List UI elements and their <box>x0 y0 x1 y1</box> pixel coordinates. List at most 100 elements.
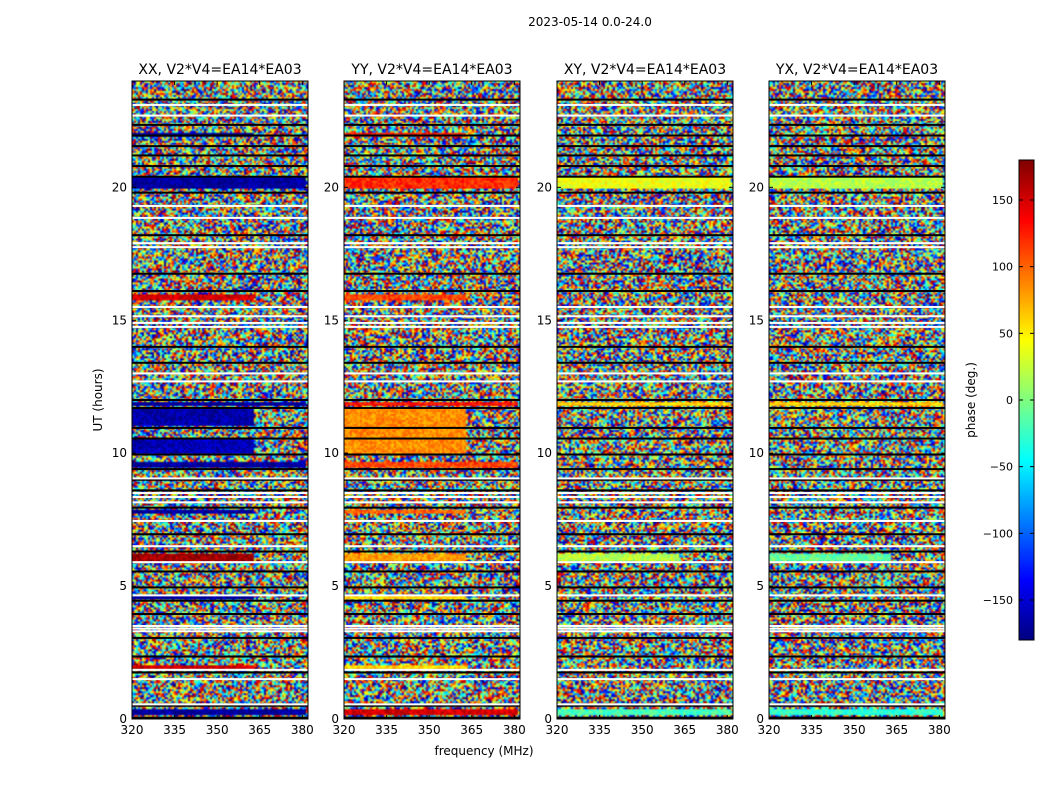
flagged-row-black <box>769 98 945 101</box>
flagged-row-white <box>344 627 520 630</box>
figure-suptitle: 2023-05-14 0.0-24.0 <box>528 15 652 29</box>
flagged-row-white <box>557 103 733 106</box>
flagged-row-black <box>344 437 520 440</box>
flagged-row-white <box>769 216 945 219</box>
flagged-row-black <box>132 453 308 456</box>
x-tick-label: 365 <box>673 723 696 737</box>
flagged-row-black <box>769 655 945 658</box>
flagged-row-black <box>132 361 308 364</box>
flagged-row-black <box>344 671 520 674</box>
y-tick-label: 15 <box>112 313 127 327</box>
flagged-row-black <box>557 636 733 639</box>
flagged-row-white <box>344 668 520 671</box>
y-tick-label: 5 <box>756 579 764 593</box>
y-tick-label: 15 <box>537 313 552 327</box>
flagged-row-white <box>769 668 945 671</box>
flagged-row-black <box>344 234 520 237</box>
flagged-row-white <box>769 703 945 706</box>
x-tick-label: 350 <box>418 723 441 737</box>
flagged-row-black <box>769 175 945 178</box>
flagged-row-white <box>769 678 945 681</box>
x-tick-label: 335 <box>163 723 186 737</box>
flagged-row-black <box>132 478 308 481</box>
y-tick-label: 5 <box>544 579 552 593</box>
flagged-row-white <box>132 477 308 480</box>
flagged-row-black <box>769 272 945 275</box>
flagged-row-black <box>132 533 308 536</box>
panel-3-title: YX, V2*V4=EA14*EA03 <box>775 62 938 78</box>
flagged-row-black <box>769 290 945 293</box>
flagged-row-white <box>557 561 733 564</box>
flagged-row-black <box>344 290 520 293</box>
flagged-row-black <box>132 704 308 707</box>
panel-1-frame <box>343 80 521 720</box>
colorbar-label: phase (deg.) <box>964 362 978 438</box>
flagged-row-white <box>769 242 945 245</box>
flagged-row-black <box>344 468 520 471</box>
x-tick-label: 350 <box>631 723 654 737</box>
x-tick-label: 320 <box>758 723 781 737</box>
flagged-row-white <box>344 501 520 504</box>
flagged-row-white <box>769 315 945 318</box>
x-tick-label: 320 <box>546 723 569 737</box>
flagged-row-white <box>132 501 308 504</box>
flagged-row-black <box>557 570 733 573</box>
flagged-row-black <box>769 361 945 364</box>
flagged-row-black <box>769 123 945 126</box>
flagged-row-white <box>557 204 733 207</box>
flagged-row-black <box>557 550 733 553</box>
flagged-row-white <box>769 103 945 106</box>
flagged-row-black <box>132 154 308 157</box>
flagged-row-black <box>769 406 945 409</box>
flagged-row-black <box>344 478 520 481</box>
x-tick-label: 380 <box>716 723 739 737</box>
panels: XX, V2*V4=EA14*EA03 320 335 350 365 380 0 5 10 15… <box>112 62 951 737</box>
flagged-row-black <box>132 345 308 348</box>
flagged-row-black <box>344 154 520 157</box>
flagged-row-black <box>557 453 733 456</box>
flagged-row-white <box>557 246 733 249</box>
flagged-row-white <box>769 627 945 630</box>
flagged-row-black <box>132 399 308 401</box>
flagged-row-black <box>557 361 733 364</box>
flagged-row-black <box>344 98 520 101</box>
flagged-row-black <box>769 145 945 148</box>
flagged-row-black <box>132 290 308 293</box>
flagged-row-black <box>344 165 520 168</box>
flagged-row-black <box>344 134 520 137</box>
flagged-row-black <box>557 716 733 719</box>
x-tick-label: 320 <box>333 723 356 737</box>
flagged-row-black <box>132 570 308 573</box>
flagged-row-black <box>557 290 733 293</box>
x-tick-label: 380 <box>928 723 951 737</box>
flagged-row-black <box>557 165 733 168</box>
flagged-row-black <box>132 437 308 440</box>
flagged-row-white <box>132 545 308 548</box>
y-tick-label: 0 <box>756 712 764 726</box>
y-tick-label: 5 <box>119 579 127 593</box>
flagged-row-white <box>769 477 945 480</box>
flagged-row-white <box>132 372 308 375</box>
flagged-row-black <box>769 165 945 168</box>
y-axis-label: UT (hours) <box>91 368 105 431</box>
flagged-row-black <box>557 599 733 602</box>
flagged-row-white <box>132 325 308 328</box>
flagged-row-black <box>557 399 733 401</box>
flagged-row-black <box>769 636 945 639</box>
x-tick-label: 350 <box>206 723 229 737</box>
flagged-row-white <box>132 561 308 564</box>
flagged-row-black <box>769 506 945 509</box>
x-tick-label: 365 <box>885 723 908 737</box>
flagged-row-white <box>344 380 520 383</box>
flagged-row-black <box>769 716 945 719</box>
flagged-row-black <box>132 550 308 553</box>
flagged-row-black <box>344 506 520 509</box>
flagged-row-white <box>344 630 520 633</box>
flagged-row-black <box>769 550 945 553</box>
panel-0-frame <box>131 80 309 720</box>
x-tick-label: 380 <box>291 723 314 737</box>
flagged-row-black <box>344 599 520 602</box>
flagged-row-white <box>557 305 733 308</box>
flagged-row-black <box>132 468 308 471</box>
panel-1-title: YY, V2*V4=EA14*EA03 <box>350 62 512 78</box>
